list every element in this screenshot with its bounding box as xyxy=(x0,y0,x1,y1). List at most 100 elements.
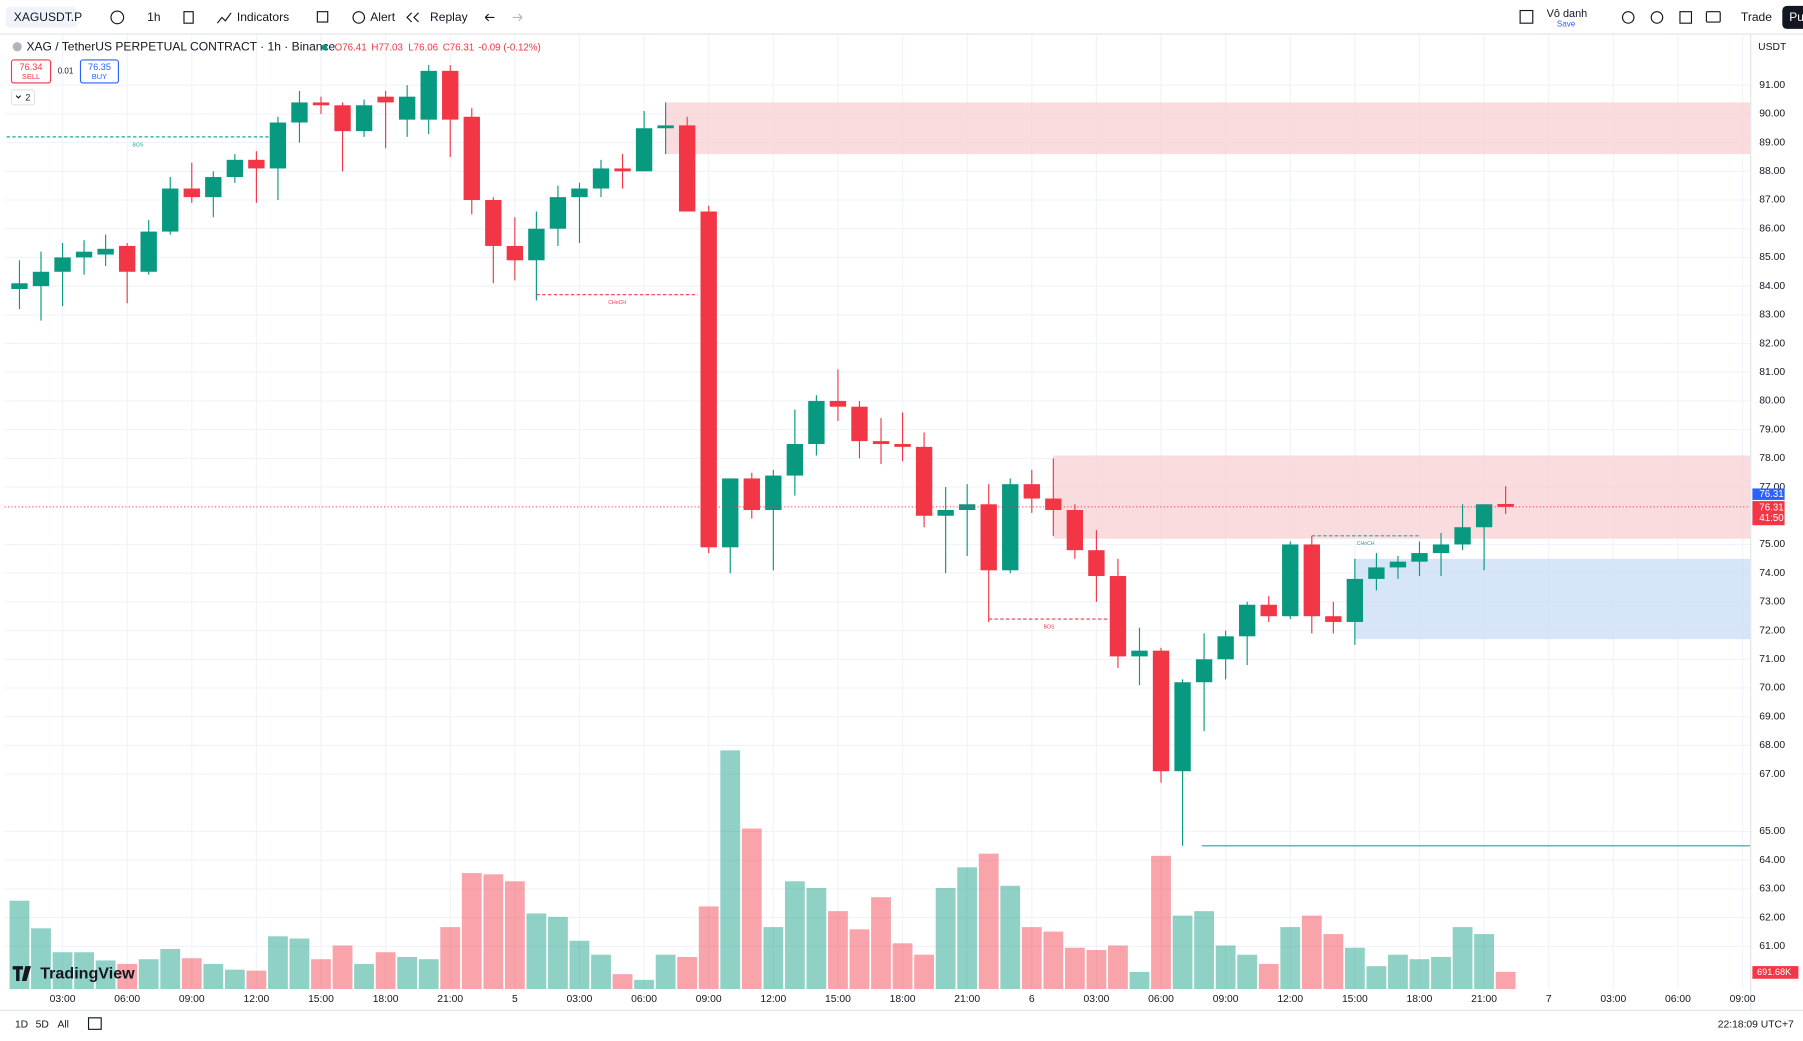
x-tick-label: 18:00 xyxy=(890,994,916,1005)
mark-price-badge xyxy=(1752,488,1785,500)
indicators-button[interactable]: Indicators xyxy=(237,10,289,24)
publish-label[interactable]: Pu xyxy=(1789,10,1803,24)
y-tick-label: 83.00 xyxy=(1759,310,1785,321)
y-tick-label: 71.00 xyxy=(1759,654,1785,665)
y-tick-label: 91.00 xyxy=(1759,80,1785,91)
volume-bar xyxy=(461,873,482,990)
symbol[interactable]: XAGUSDT.P xyxy=(14,10,82,24)
currency[interactable]: USDT xyxy=(1758,42,1787,53)
alert-icon[interactable] xyxy=(352,11,366,24)
add-symbol-icon[interactable] xyxy=(110,10,125,25)
candle-body xyxy=(1411,553,1428,562)
snapshot-icon[interactable] xyxy=(1705,11,1721,23)
x-tick-label: 09:00 xyxy=(1730,994,1756,1005)
volume-bar xyxy=(52,952,73,990)
y-tick-label: 67.00 xyxy=(1759,769,1785,780)
candle-body xyxy=(657,125,674,129)
volume-bar xyxy=(871,897,891,990)
volume-bar xyxy=(1151,855,1171,990)
candle-body xyxy=(1152,650,1170,772)
candle-body xyxy=(786,443,804,476)
legend-low: L76.06 xyxy=(408,42,438,53)
volume-bar xyxy=(677,956,698,990)
settings-icon[interactable] xyxy=(1650,11,1664,24)
buy-price[interactable]: 76.35 xyxy=(88,62,111,72)
replay-icon[interactable] xyxy=(406,12,419,23)
y-tick-label: 70.00 xyxy=(1759,683,1785,694)
layout-icon[interactable] xyxy=(1519,9,1534,24)
candle-body xyxy=(614,168,631,172)
candle-body xyxy=(205,177,222,198)
candle-body xyxy=(1195,659,1213,683)
sell-button[interactable] xyxy=(10,59,52,84)
y-tick-label: 85.00 xyxy=(1759,252,1785,263)
x-tick-label: 09:00 xyxy=(696,994,722,1005)
search-icon[interactable] xyxy=(1621,11,1635,24)
x-tick-label: 06:00 xyxy=(631,994,657,1005)
x-tick-label: 03:00 xyxy=(567,994,593,1005)
candle-body xyxy=(1303,544,1320,617)
publish-button[interactable] xyxy=(1782,5,1803,29)
interval[interactable]: 1h xyxy=(147,10,160,24)
alert-button[interactable]: Alert xyxy=(370,10,395,24)
redo-icon[interactable] xyxy=(512,13,523,22)
y-tick-label: 69.00 xyxy=(1759,711,1785,722)
volume-bar xyxy=(1431,956,1451,990)
x-tick-label: 06:00 xyxy=(1148,994,1174,1005)
candle-body xyxy=(1217,636,1234,660)
candle-body xyxy=(11,283,28,289)
candle-body xyxy=(291,102,308,123)
undo-icon[interactable] xyxy=(484,13,495,22)
save-label[interactable]: Save xyxy=(1557,19,1576,28)
candle-body xyxy=(1432,544,1450,554)
plot: 91.00 90.00 89.00 88.00 87.00 86.00 85.00 84.00… xyxy=(4,34,1799,1005)
range-5d[interactable]: 5D xyxy=(36,1019,49,1030)
candle-body xyxy=(1346,578,1364,622)
buy-label[interactable]: BUY xyxy=(92,72,107,81)
toolbar: XAGUSDT.P 1h Indicators Alert Replay Vô … xyxy=(0,5,1803,35)
sell-price[interactable]: 76.34 xyxy=(20,62,43,72)
candle-body xyxy=(118,245,136,272)
layout-name[interactable]: Vô danh xyxy=(1547,8,1588,20)
range-1d[interactable]: 1D xyxy=(15,1019,28,1030)
sell-label[interactable]: SELL xyxy=(22,72,40,81)
volume-bar xyxy=(698,906,719,990)
volume-bar xyxy=(806,888,827,990)
goto-date-icon[interactable] xyxy=(87,1017,102,1030)
fullscreen-icon[interactable] xyxy=(1679,11,1693,24)
level-label: CHoCH xyxy=(1357,541,1375,547)
candle-body xyxy=(1497,503,1514,507)
templates-icon[interactable] xyxy=(316,11,329,23)
x-tick-label: 09:00 xyxy=(1213,994,1239,1005)
indicators-icon[interactable] xyxy=(216,12,232,24)
candle-body xyxy=(851,406,868,442)
candle-body xyxy=(485,200,502,246)
y-tick-label: 68.00 xyxy=(1759,740,1785,751)
indicators-toggle[interactable] xyxy=(10,89,36,106)
chart-type-icon[interactable] xyxy=(183,11,194,24)
candle-body xyxy=(269,122,287,169)
candle-body xyxy=(743,478,760,511)
zone xyxy=(665,102,1751,155)
market-status xyxy=(321,44,328,51)
x-tick-label: 12:00 xyxy=(1277,994,1303,1005)
volume-bar xyxy=(504,881,525,990)
level-label: BOS xyxy=(132,142,143,148)
range-all[interactable]: All xyxy=(57,1019,68,1030)
trade-button[interactable]: Trade xyxy=(1741,10,1772,24)
volume-bar xyxy=(655,954,676,990)
symbol-button[interactable] xyxy=(5,7,78,28)
replay-button[interactable]: Replay xyxy=(430,10,468,24)
volume-bar xyxy=(203,963,224,990)
candle-body xyxy=(1282,544,1299,617)
volume-bar xyxy=(1409,959,1430,990)
volume-bar xyxy=(1021,927,1042,990)
indicators-count[interactable]: 2 xyxy=(25,92,30,102)
candle-body xyxy=(528,228,545,261)
x-tick-label: 5 xyxy=(512,994,518,1005)
volume-bar xyxy=(1129,971,1150,990)
buy-button[interactable] xyxy=(79,59,120,84)
x-tick-label: 03:00 xyxy=(50,994,76,1005)
volume-bar xyxy=(1000,885,1021,990)
x-tick-label: 6 xyxy=(1029,994,1035,1005)
